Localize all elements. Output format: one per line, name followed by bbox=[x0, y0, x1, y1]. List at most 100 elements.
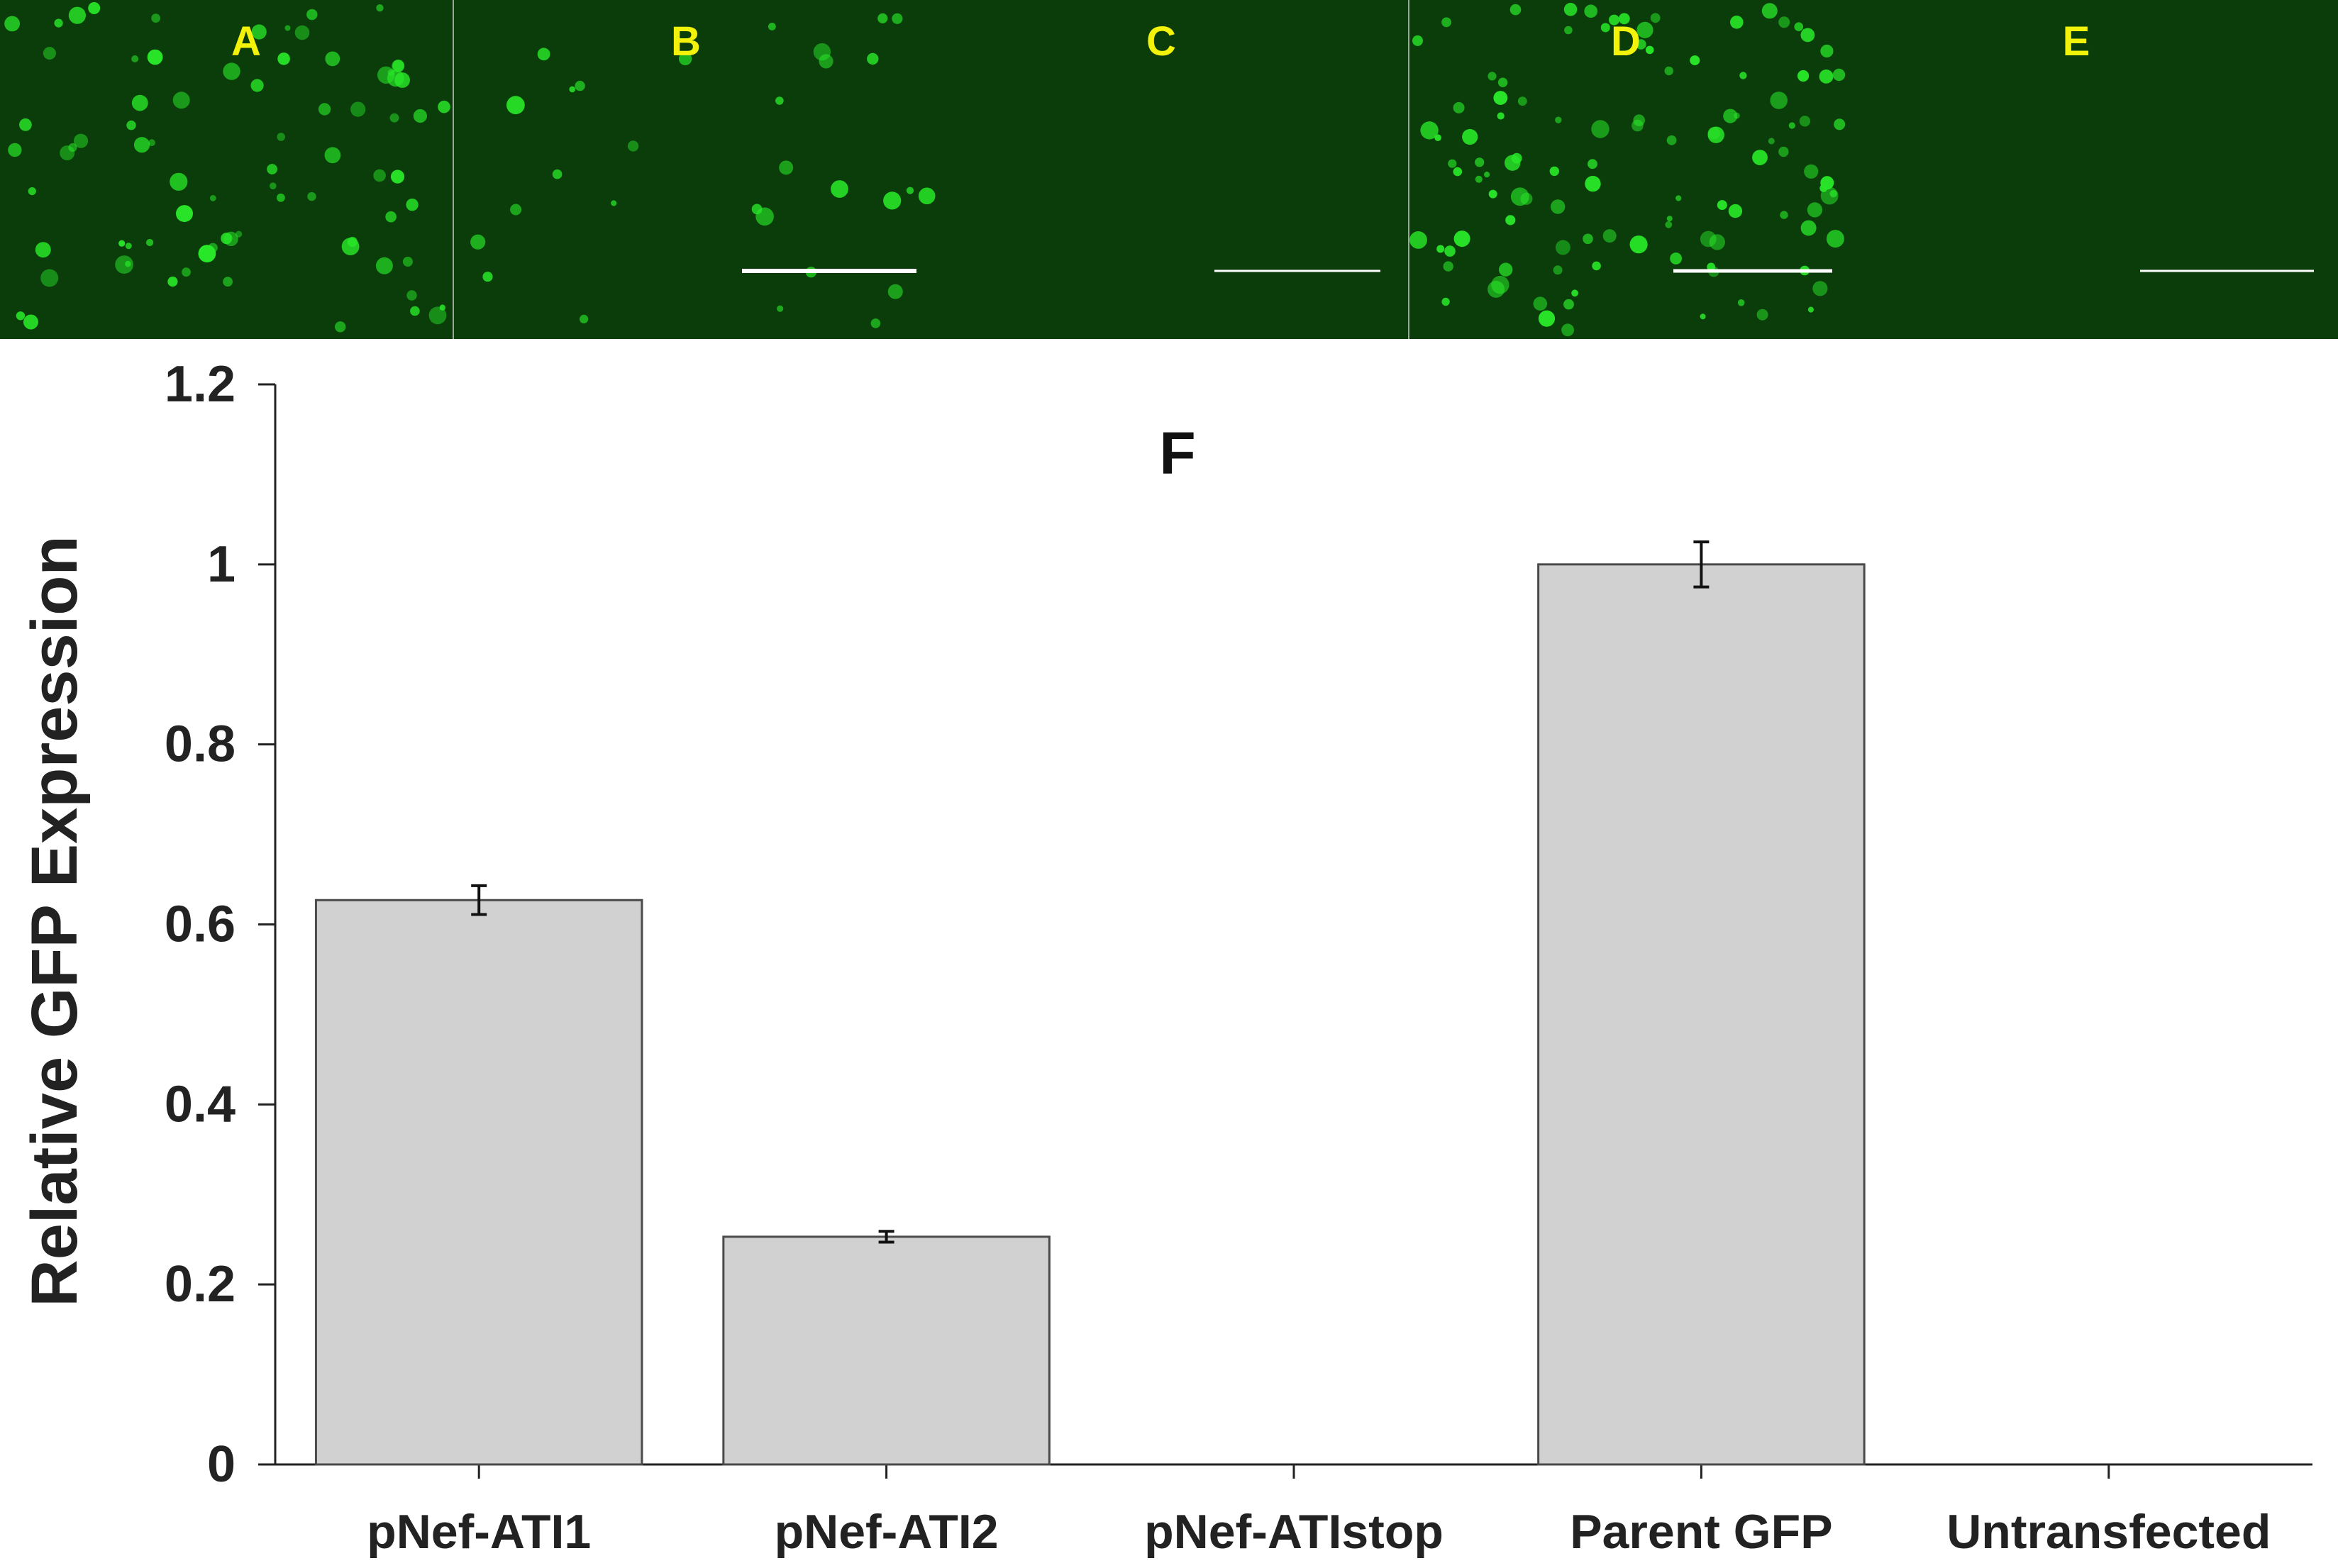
fluorescent-cell bbox=[1553, 265, 1563, 275]
fluorescent-cell bbox=[1788, 122, 1795, 129]
fluorescent-cell bbox=[209, 195, 216, 201]
fluorescent-cell bbox=[1666, 135, 1677, 145]
fluorescent-cell bbox=[1600, 23, 1610, 33]
fluorescent-cell bbox=[68, 6, 86, 24]
fluorescent-cell bbox=[1520, 192, 1533, 205]
fluorescent-cell bbox=[410, 306, 420, 316]
fluorescent-cell bbox=[307, 191, 316, 201]
fluorescent-cell bbox=[325, 51, 340, 67]
fluorescent-cell bbox=[170, 172, 188, 191]
fluorescent-cell bbox=[779, 160, 794, 175]
fluorescent-cell bbox=[1563, 3, 1578, 16]
fluorescent-cell bbox=[413, 109, 428, 123]
microscopy-panels: A B C D E bbox=[0, 0, 2338, 339]
fluorescent-cell bbox=[867, 52, 879, 65]
fluorescent-cell bbox=[1700, 313, 1706, 320]
fluorescent-cell bbox=[627, 140, 639, 152]
fluorescent-cell bbox=[1761, 3, 1778, 19]
fluorescent-cell bbox=[1499, 262, 1513, 277]
fluorescent-cell bbox=[1517, 96, 1527, 106]
fluorescent-cell bbox=[1737, 299, 1745, 306]
fluorescent-cell bbox=[88, 2, 101, 14]
fluorescent-cell bbox=[1497, 77, 1508, 87]
fluorescent-cell bbox=[1555, 240, 1570, 255]
fluorescent-cell bbox=[918, 187, 936, 205]
fluorescent-cell bbox=[1645, 45, 1654, 55]
fluorescent-cell bbox=[406, 199, 419, 211]
fluorescent-cell bbox=[1820, 44, 1834, 58]
fluorescent-cell bbox=[1804, 164, 1819, 179]
fluorescent-cell bbox=[819, 54, 833, 69]
fluorescent-cell bbox=[1768, 138, 1775, 145]
y-tick-label: 0.2 bbox=[165, 1256, 236, 1313]
fluorescent-cell bbox=[294, 25, 310, 40]
fluorescent-cell bbox=[1497, 112, 1505, 120]
fluorescent-cell bbox=[1728, 204, 1743, 218]
fluorescent-cell bbox=[580, 314, 589, 323]
fluorescent-cell bbox=[1409, 231, 1427, 249]
fluorescent-cell bbox=[1799, 116, 1811, 127]
fluorescent-cell bbox=[131, 55, 139, 62]
fluorescent-cell bbox=[1670, 252, 1683, 265]
fluorescent-cell bbox=[60, 145, 75, 161]
fluorescent-cell bbox=[1436, 245, 1445, 253]
fluorescent-cell bbox=[1636, 39, 1646, 50]
fluorescent-cell bbox=[1675, 195, 1682, 201]
fluorescent-cell bbox=[1665, 221, 1673, 228]
fluorescent-cell bbox=[1453, 230, 1470, 248]
fluorescent-cell bbox=[883, 191, 902, 210]
fluorescent-cell bbox=[236, 230, 243, 238]
fluorescent-cell bbox=[552, 169, 563, 179]
fluorescent-cell bbox=[4, 16, 20, 32]
fluorescent-cell bbox=[439, 304, 445, 311]
fluorescent-cell bbox=[125, 243, 132, 250]
fluorescent-cell bbox=[68, 143, 77, 152]
fluorescent-cell bbox=[1475, 157, 1485, 167]
fluorescent-cell bbox=[1563, 299, 1574, 310]
panel-label: A bbox=[231, 18, 261, 65]
fluorescent-cell bbox=[1509, 4, 1522, 16]
fluorescent-cell bbox=[1709, 234, 1725, 250]
panel-label: E bbox=[2063, 18, 2090, 65]
fluorescent-cell bbox=[1778, 16, 1790, 28]
fluorescent-cell bbox=[251, 24, 267, 40]
fluorescent-cell bbox=[126, 120, 136, 130]
panel-background bbox=[1853, 0, 2338, 339]
fluorescent-cell bbox=[887, 284, 903, 299]
fluorescent-cell bbox=[569, 86, 575, 93]
fluorescent-cell bbox=[506, 96, 525, 115]
fluorescent-cell bbox=[182, 267, 191, 277]
fluorescent-cell bbox=[1493, 91, 1508, 105]
fluorescent-cell bbox=[284, 25, 291, 31]
fluorescent-cell bbox=[1488, 189, 1497, 199]
fluorescent-cell bbox=[375, 257, 393, 274]
fluorescent-cell bbox=[1797, 69, 1810, 82]
fluorescent-cell bbox=[611, 200, 617, 206]
fluorescent-cell bbox=[1794, 22, 1804, 31]
panel-c: C bbox=[940, 0, 1408, 339]
x-tick-label: pNef-ATI1 bbox=[367, 1505, 591, 1559]
fluorescent-cell bbox=[1571, 289, 1579, 297]
fluorescent-cell bbox=[115, 255, 134, 274]
bar-chart: F Relative GFP Expression 0 0.2 0.4 0.6 0.8 1… bbox=[18, 356, 2312, 1559]
fluorescent-cell bbox=[406, 290, 417, 301]
fluorescent-cell bbox=[23, 314, 38, 330]
panel-label: D bbox=[1611, 18, 1641, 65]
fluorescent-cell bbox=[1434, 134, 1441, 141]
fluorescent-cell bbox=[1420, 121, 1439, 140]
fluorescent-cell bbox=[35, 242, 51, 258]
panel-background bbox=[940, 0, 1408, 339]
fluorescent-cell bbox=[402, 257, 413, 267]
fluorescent-cell bbox=[755, 207, 774, 226]
fluorescent-cell bbox=[1834, 118, 1846, 130]
fluorescent-cell bbox=[1588, 159, 1597, 169]
fluorescent-cell bbox=[347, 237, 358, 248]
fluorescent-cell bbox=[1444, 245, 1456, 257]
fluorescent-cell bbox=[118, 240, 126, 247]
fluorescent-cell bbox=[777, 305, 784, 312]
fluorescent-cell bbox=[1585, 175, 1601, 192]
x-tick-label: Untransfected bbox=[1946, 1505, 2271, 1559]
fluorescent-cell bbox=[376, 4, 384, 12]
fluorescent-cell bbox=[40, 269, 59, 287]
